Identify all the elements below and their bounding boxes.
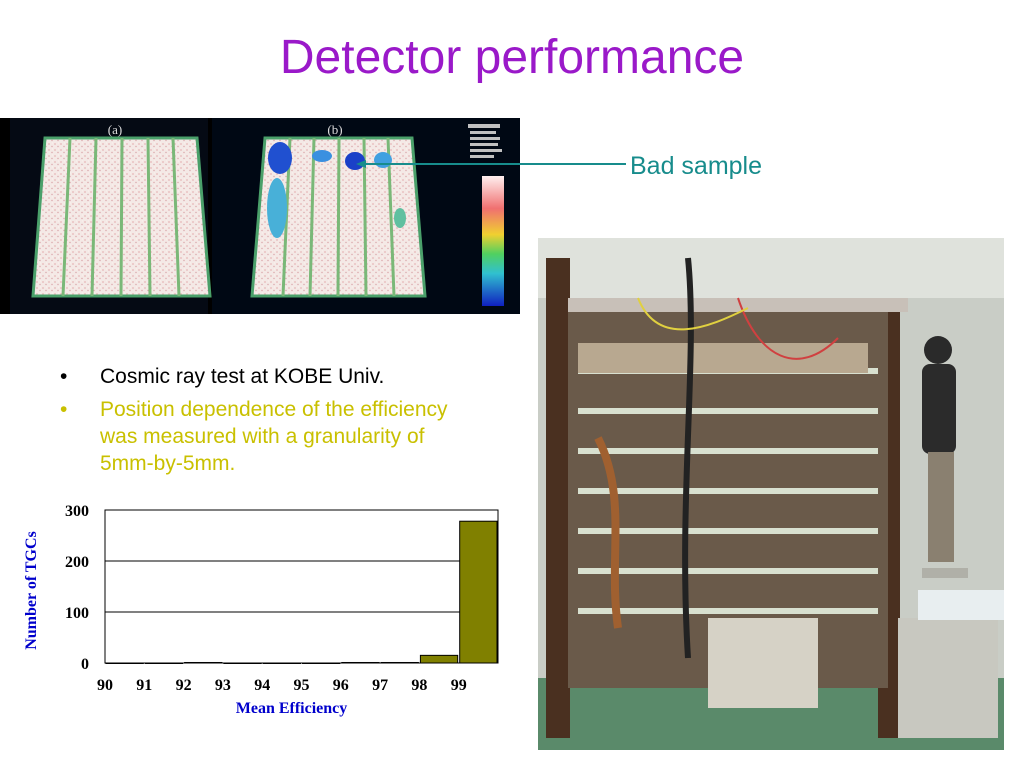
x-tick-label: 95 — [294, 677, 310, 694]
x-tick-label: 93 — [215, 677, 231, 694]
callout-line — [470, 163, 626, 165]
y-tick-label: 200 — [65, 554, 89, 571]
histogram-bar — [419, 654, 459, 664]
bullet-dot-icon: • — [60, 365, 68, 388]
x-tick-label: 98 — [411, 677, 427, 694]
panel-label-a: (a) — [108, 122, 122, 137]
x-tick-label: 99 — [451, 677, 467, 694]
y-axis-title: Number of TGCs — [23, 531, 40, 650]
x-tick-label: 90 — [97, 677, 113, 694]
histogram-bar — [380, 661, 419, 664]
x-tick-label: 94 — [254, 677, 270, 694]
bullet-item: • Position dependence of the efficiency … — [60, 396, 480, 477]
bad-sample-label: Bad sample — [630, 152, 763, 180]
test-stand-photo — [538, 238, 1004, 750]
histogram-bar — [302, 662, 341, 664]
x-tick-label: 97 — [372, 677, 388, 694]
histogram-bar — [341, 661, 380, 664]
histogram-bar — [184, 661, 223, 664]
efficiency-histogram: 0 100 200 300 90 91 92 93 94 95 96 97 98 99 Mean Eff… — [23, 503, 499, 717]
y-tick-label: 300 — [65, 503, 89, 520]
plot-frame — [104, 509, 499, 664]
y-tick-label: 0 — [81, 656, 89, 673]
x-tick-label: 96 — [333, 677, 349, 694]
slide-title: Detector performance — [279, 31, 745, 84]
histogram-bar — [223, 662, 262, 664]
x-axis-title: Mean Efficiency — [236, 700, 348, 717]
x-tick-label: 92 — [176, 677, 192, 694]
histogram-bar — [459, 520, 498, 664]
bullet-item: • Cosmic ray test at KOBE Univ. — [60, 363, 480, 390]
bullet-list: • Cosmic ray test at KOBE Univ. • Positi… — [60, 363, 480, 483]
bullet-text: Position dependence of the efficiency wa… — [100, 398, 448, 475]
y-tick-label: 100 — [65, 605, 89, 622]
efficiency-map-images: (a) (b) — [0, 118, 520, 314]
histogram-bar — [144, 662, 184, 664]
bullet-dot-icon: • — [60, 398, 68, 421]
x-tick-label: 91 — [136, 677, 152, 694]
panel-label-b: (b) — [327, 122, 342, 137]
bullet-text: Cosmic ray test at KOBE Univ. — [100, 365, 385, 388]
histogram-bar — [262, 662, 302, 664]
histogram-bar — [105, 662, 144, 664]
